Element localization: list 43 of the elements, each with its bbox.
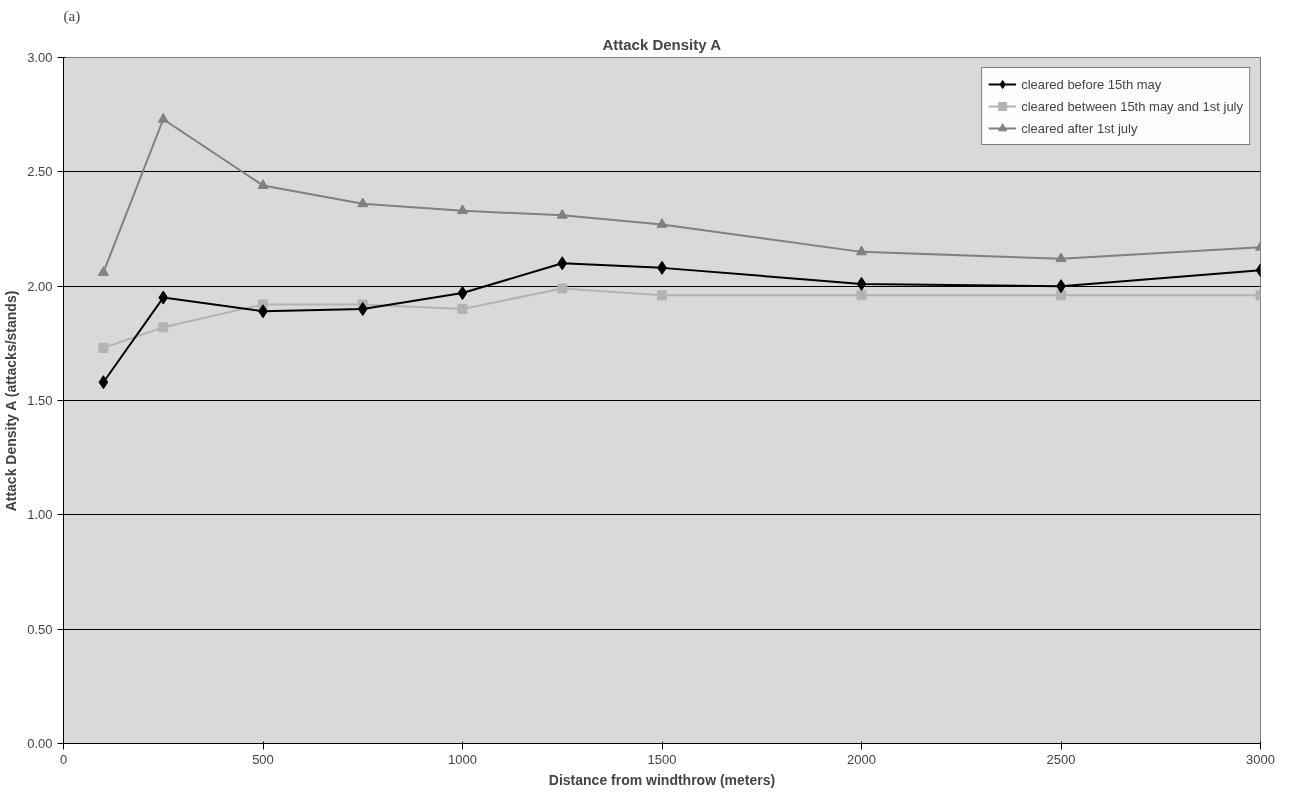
chart-title: Attack Density A xyxy=(602,35,722,53)
y-tick-label: 2.50 xyxy=(27,164,53,180)
point xyxy=(457,204,468,215)
point xyxy=(656,218,668,228)
x-tick-label: 500 xyxy=(252,751,274,767)
legend-label: cleared before 15th may xyxy=(1021,76,1162,92)
y-axis-title: Attack Density A (attacks/stands) xyxy=(3,290,20,512)
point xyxy=(856,276,867,291)
point xyxy=(97,266,109,276)
point xyxy=(98,342,109,353)
point xyxy=(158,322,169,333)
point xyxy=(856,245,867,256)
legend-label: cleared between 15th may and 1st july xyxy=(1021,98,1243,114)
point xyxy=(98,375,109,390)
x-tick-label: 1000 xyxy=(448,751,477,767)
point xyxy=(457,286,468,301)
x-axis-title: Distance from windthrow (meters) xyxy=(548,771,776,788)
point xyxy=(1055,252,1067,263)
point xyxy=(158,290,169,305)
x-tick-label: 2500 xyxy=(1046,751,1076,767)
point xyxy=(557,256,568,271)
x-tick-label: 0 xyxy=(59,751,68,767)
point xyxy=(1056,290,1066,301)
x-tick-label: 1500 xyxy=(647,751,677,767)
x-tick-label: 2000 xyxy=(847,751,876,767)
y-tick-label: 2.00 xyxy=(27,278,53,294)
point xyxy=(357,302,368,317)
point xyxy=(357,197,369,208)
y-tick-label: 1.50 xyxy=(27,393,53,408)
point xyxy=(257,179,269,189)
point xyxy=(457,304,468,315)
point xyxy=(556,209,568,219)
y-tick-label: 0.50 xyxy=(27,621,53,637)
y-tick-label: 1.00 xyxy=(27,507,53,523)
point xyxy=(856,290,867,301)
text: (a) xyxy=(63,7,81,25)
x-tick-label: 3000 xyxy=(1246,751,1275,767)
point xyxy=(157,112,169,123)
y-tick-label: 0.00 xyxy=(27,736,53,751)
point xyxy=(557,283,568,294)
point xyxy=(657,290,667,301)
legend-label: cleared after 1st july xyxy=(1021,120,1138,136)
y-tick-label: 3.00 xyxy=(27,50,53,65)
